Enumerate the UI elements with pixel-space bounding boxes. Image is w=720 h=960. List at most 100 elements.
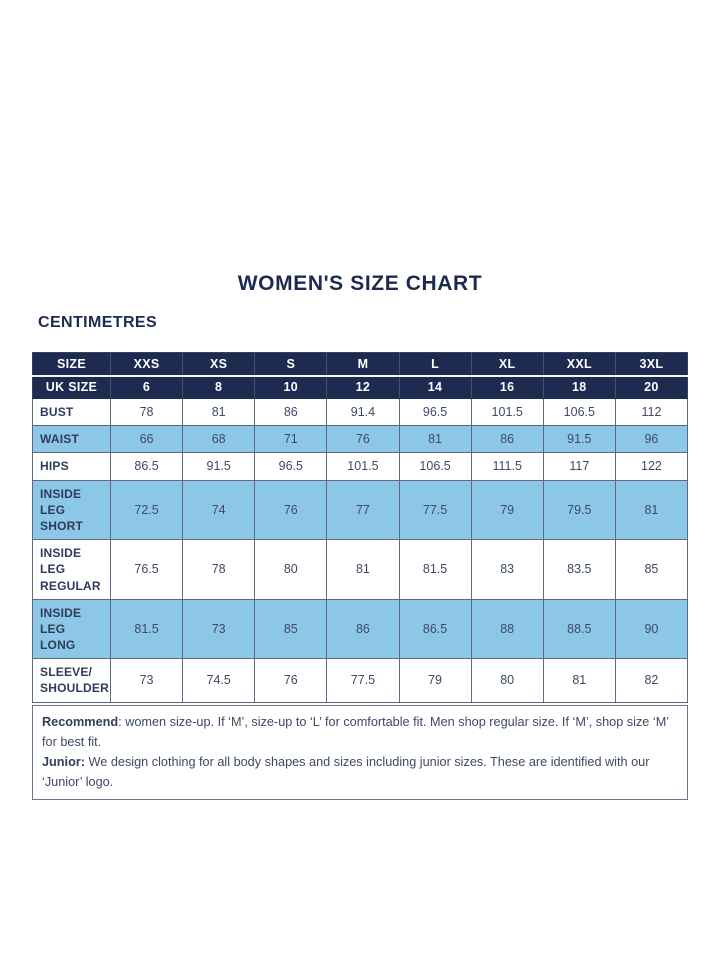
cell-value: 101.5 xyxy=(470,397,544,427)
cell-value: 81 xyxy=(542,658,616,703)
cell-value: 68 xyxy=(182,425,256,454)
header-size: XL xyxy=(470,352,544,376)
cell-value: 86.5 xyxy=(109,452,184,481)
row-label: BUST xyxy=(32,397,111,427)
table-row-hips: HIPS 86.5 91.5 96.5 101.5 106.5 111.5 11… xyxy=(32,452,689,481)
header-label-uk-size: UK SIZE xyxy=(32,374,111,399)
header-size: L xyxy=(398,352,472,376)
cell-value: 122 xyxy=(614,452,689,481)
cell-value: 78 xyxy=(109,397,184,427)
cell-value: 80 xyxy=(470,658,544,703)
cell-value: 82 xyxy=(614,658,689,703)
row-label: HIPS xyxy=(32,452,111,481)
footnote-line-recommend: Recommend: women size-up. If ‘M’, size-u… xyxy=(42,712,678,752)
cell-value: 83 xyxy=(470,539,544,600)
cell-value: 76 xyxy=(254,479,328,541)
cell-value: 76 xyxy=(326,425,400,454)
footnote-junior-label: Junior: xyxy=(42,754,85,769)
cell-value: 117 xyxy=(542,452,616,481)
table-row-sleeve-shoulder: SLEEVE/ SHOULDER 73 74.5 76 77.5 79 80 8… xyxy=(32,658,689,703)
cell-value: 73 xyxy=(109,658,184,703)
table-row-inside-leg-long: INSIDE LEG LONG 81.5 73 85 86 86.5 88 88… xyxy=(32,598,689,660)
cell-value: 78 xyxy=(182,539,256,600)
cell-value: 77 xyxy=(326,479,400,541)
header-uk-size: 10 xyxy=(254,374,328,399)
cell-value: 106.5 xyxy=(542,397,616,427)
header-size: M xyxy=(326,352,400,376)
cell-value: 86 xyxy=(254,397,328,427)
header-uk-size: 18 xyxy=(542,374,616,399)
header-label-size: SIZE xyxy=(32,352,111,376)
cell-value: 72.5 xyxy=(109,479,184,541)
cell-value: 81.5 xyxy=(109,598,184,660)
row-label: WAIST xyxy=(32,425,111,454)
cell-value: 85 xyxy=(254,598,328,660)
row-label: INSIDE LEG LONG xyxy=(32,598,111,660)
cell-value: 112 xyxy=(614,397,689,427)
cell-value: 77.5 xyxy=(398,479,472,541)
header-size: XXL xyxy=(542,352,616,376)
header-uk-size: 12 xyxy=(326,374,400,399)
header-uk-size: 8 xyxy=(182,374,256,399)
cell-value: 85 xyxy=(614,539,689,600)
cell-value: 76.5 xyxy=(109,539,184,600)
cell-value: 76 xyxy=(254,658,328,703)
header-size: XS xyxy=(182,352,256,376)
header-uk-size: 20 xyxy=(614,374,689,399)
cell-value: 81 xyxy=(614,479,689,541)
row-label: SLEEVE/ SHOULDER xyxy=(32,658,111,703)
cell-value: 91.5 xyxy=(542,425,616,454)
header-uk-size: 16 xyxy=(470,374,544,399)
cell-value: 86 xyxy=(470,425,544,454)
cell-value: 96 xyxy=(614,425,689,454)
cell-value: 96.5 xyxy=(254,452,328,481)
cell-value: 90 xyxy=(614,598,689,660)
table-row-bust: BUST 78 81 86 91.4 96.5 101.5 106.5 112 xyxy=(32,397,689,427)
cell-value: 81.5 xyxy=(398,539,472,600)
footnote-recommend-label: Recommend xyxy=(42,714,119,729)
cell-value: 91.4 xyxy=(326,397,400,427)
cell-value: 71 xyxy=(254,425,328,454)
table-row-inside-leg-short: INSIDE LEG SHORT 72.5 74 76 77 77.5 79 7… xyxy=(32,479,689,541)
unit-label: CENTIMETRES xyxy=(38,314,158,331)
table-row-size: SIZE XXS XS S M L XL XXL 3XL xyxy=(32,352,689,376)
cell-value: 81 xyxy=(182,397,256,427)
cell-value: 74.5 xyxy=(182,658,256,703)
page-title: WOMEN'S SIZE CHART xyxy=(237,272,483,295)
cell-value: 79 xyxy=(470,479,544,541)
cell-value: 88 xyxy=(470,598,544,660)
row-label: INSIDE LEG REGULAR xyxy=(32,539,111,600)
table-row-waist: WAIST 66 68 71 76 81 86 91.5 96 xyxy=(32,425,689,454)
header-size: S xyxy=(254,352,328,376)
cell-value: 81 xyxy=(398,425,472,454)
cell-value: 86.5 xyxy=(398,598,472,660)
cell-value: 106.5 xyxy=(398,452,472,481)
cell-value: 96.5 xyxy=(398,397,472,427)
cell-value: 80 xyxy=(254,539,328,600)
header-size: XXS xyxy=(109,352,184,376)
footnote-box: Recommend: women size-up. If ‘M’, size-u… xyxy=(32,704,688,800)
cell-value: 86 xyxy=(326,598,400,660)
header-uk-size: 14 xyxy=(398,374,472,399)
cell-value: 111.5 xyxy=(470,452,544,481)
cell-value: 66 xyxy=(109,425,184,454)
cell-value: 73 xyxy=(182,598,256,660)
cell-value: 79.5 xyxy=(542,479,616,541)
header-size: 3XL xyxy=(614,352,689,376)
size-chart-table: SIZE XXS XS S M L XL XXL 3XL UK SIZE 6 8… xyxy=(32,352,689,703)
cell-value: 83.5 xyxy=(542,539,616,600)
cell-value: 79 xyxy=(398,658,472,703)
cell-value: 77.5 xyxy=(326,658,400,703)
cell-value: 88.5 xyxy=(542,598,616,660)
cell-value: 74 xyxy=(182,479,256,541)
table-header: SIZE XXS XS S M L XL XXL 3XL UK SIZE 6 8… xyxy=(32,352,689,399)
cell-value: 101.5 xyxy=(326,452,400,481)
footnote-recommend-text: : women size-up. If ‘M’, size-up to ‘L’ … xyxy=(42,714,669,749)
footnote-junior-text: We design clothing for all body shapes a… xyxy=(42,754,650,789)
table-row-inside-leg-regular: INSIDE LEG REGULAR 76.5 78 80 81 81.5 83… xyxy=(32,539,689,600)
cell-value: 91.5 xyxy=(182,452,256,481)
cell-value: 81 xyxy=(326,539,400,600)
table-body: BUST 78 81 86 91.4 96.5 101.5 106.5 112 … xyxy=(32,397,689,703)
size-chart-container: SIZE XXS XS S M L XL XXL 3XL UK SIZE 6 8… xyxy=(32,352,689,800)
